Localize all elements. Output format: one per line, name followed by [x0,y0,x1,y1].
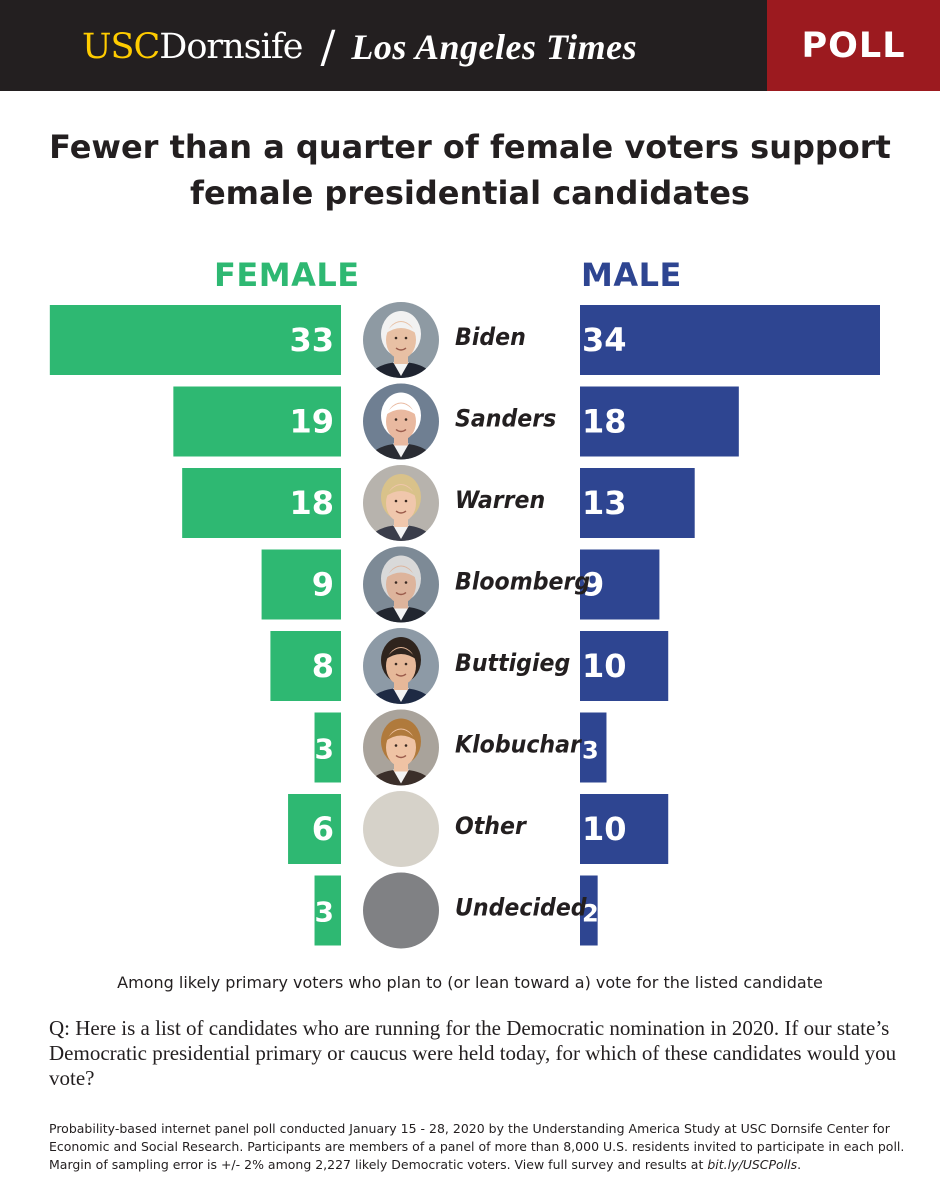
chart-row-warren: 18 13 Warren [182,465,695,541]
female-bar-warren [182,468,341,538]
female-value-klobuchar: 3 [315,733,334,766]
brand-logos: USC Dornsife / Los Angeles Times [82,21,638,73]
male-column-header: MALE [581,256,682,294]
methodology-body: Probability-based internet panel poll co… [49,1121,905,1172]
header-bar: USC Dornsife / Los Angeles Times POLL [0,0,940,91]
avatar-warren [363,465,439,541]
female-bar-undecided [314,875,341,946]
avatar-klobuchar [363,709,439,786]
female-column-header: FEMALE [214,256,360,294]
female-value-bloomberg: 9 [312,566,334,604]
chart-title-line-2: female presidential candidates [190,174,750,212]
female-value-biden: 33 [289,321,334,359]
methodology-end: . [797,1157,802,1172]
female-value-buttigieg: 8 [312,647,334,685]
avatar-biden [363,302,439,378]
chart-note: Among likely primary voters who plan to … [117,973,823,992]
male-bar-bloomberg [580,549,660,620]
male-value-klobuchar: 3 [582,737,599,765]
dornsife-logo-text: Dornsife [159,27,303,67]
male-bar-biden [580,305,880,375]
survey-link[interactable]: bit.ly/USCPolls [707,1157,798,1172]
male-value-bloomberg: 9 [582,566,604,604]
chart-row-biden: 33 34 Biden [49,302,880,378]
male-bar-sanders [580,386,739,457]
male-value-warren: 13 [582,484,627,522]
avatar-bloomberg [363,546,439,623]
female-bar-other [288,794,341,864]
avatar-undecided [363,872,439,949]
candidate-name-undecided: Undecided [455,895,587,922]
female-value-undecided: 3 [315,896,334,929]
candidate-name-sanders: Sanders [455,406,556,433]
candidate-name-bloomberg: Bloomberg [455,569,590,596]
methodology-text: Probability-based internet panel poll co… [49,1120,919,1174]
logo-divider: / [320,21,336,73]
female-bar-klobuchar [314,712,341,783]
female-value-sanders: 19 [289,403,334,441]
male-bar-other [580,794,669,864]
chart-row-other: 6 10 Other [288,791,669,867]
female-bar-bloomberg [261,549,341,620]
female-bar-biden [49,305,342,375]
chart-row-buttigieg: 8 10 Buttigieg [270,628,669,704]
chart-row-sanders: 19 18 Sanders [173,383,739,460]
candidate-name-other: Other [455,813,527,840]
male-bar-klobuchar [580,712,607,783]
avatar-other [363,791,439,867]
candidate-name-biden: Biden [455,324,526,351]
la-times-logo-text: Los Angeles Times [351,27,638,67]
candidate-name-warren: Warren [455,487,545,514]
candidate-name-buttigieg: Buttigieg [455,650,570,677]
male-bar-buttigieg [580,631,669,701]
male-value-undecided: 2 [582,900,599,928]
poll-badge: POLL [767,0,940,91]
chart-title: Fewer than a quarter of female voters su… [40,124,900,216]
female-bar-sanders [173,386,341,457]
female-value-other: 6 [312,810,334,848]
male-value-biden: 34 [582,321,627,359]
male-value-other: 10 [582,810,627,848]
male-value-sanders: 18 [582,403,627,441]
chart-title-line-1: Fewer than a quarter of female voters su… [49,128,891,166]
male-bar-warren [580,468,695,538]
female-value-warren: 18 [289,484,334,522]
avatar-buttigieg [363,628,439,704]
usc-logo-text: USC [82,27,160,67]
survey-question: Q: Here is a list of candidates who are … [49,1016,897,1090]
male-bar-undecided [580,875,598,946]
poll-label: POLL [801,25,906,66]
male-value-buttigieg: 10 [582,647,627,685]
candidate-name-klobuchar: Klobuchar [455,732,582,759]
avatar-sanders [363,383,439,460]
female-bar-buttigieg [270,631,341,701]
